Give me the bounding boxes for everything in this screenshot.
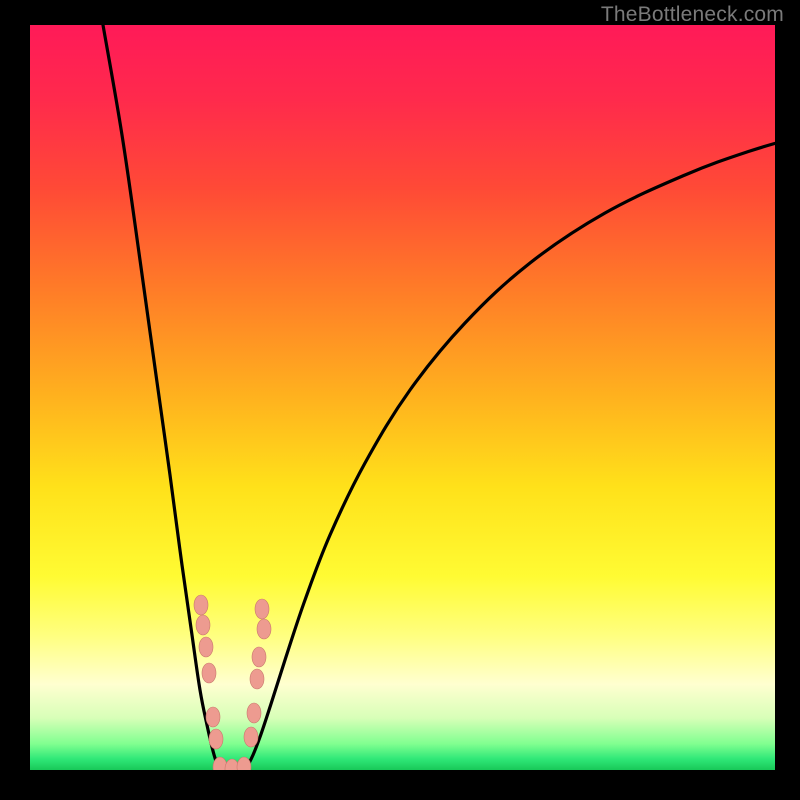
marker-group [194, 595, 271, 770]
data-marker [244, 727, 258, 747]
curve-right [245, 135, 775, 769]
data-marker [257, 619, 271, 639]
plot-frame [30, 25, 775, 770]
data-marker [255, 599, 269, 619]
chart-overlay [30, 25, 775, 770]
data-marker [209, 729, 223, 749]
data-marker [202, 663, 216, 683]
data-marker [199, 637, 213, 657]
data-marker [252, 647, 266, 667]
watermark-text: TheBottleneck.com [601, 3, 784, 27]
curve-left [103, 25, 221, 769]
stage: TheBottleneck.com [0, 0, 800, 800]
data-marker [196, 615, 210, 635]
data-marker [194, 595, 208, 615]
data-marker [206, 707, 220, 727]
data-marker [250, 669, 264, 689]
data-marker [237, 757, 251, 770]
data-marker [247, 703, 261, 723]
